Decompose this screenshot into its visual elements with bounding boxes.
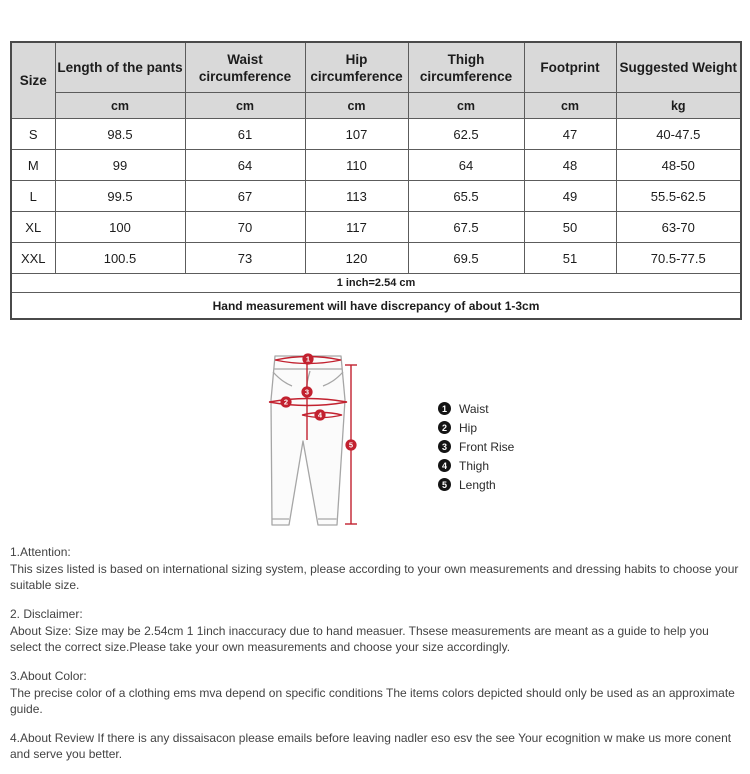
- circled-3-icon: 3: [438, 440, 451, 453]
- num-badge-hip: 2: [284, 398, 288, 407]
- cell: 99.5: [54, 180, 186, 212]
- cell: 64: [407, 149, 525, 181]
- legend-item-waist: 1 Waist: [438, 399, 514, 418]
- cell: 50: [523, 211, 617, 243]
- cell: 100: [54, 211, 186, 243]
- cell: 51: [523, 242, 617, 274]
- note-body: This sizes listed is based on internatio…: [10, 562, 739, 592]
- cell: 98.5: [54, 118, 186, 150]
- note-heading: 3.About Color:: [10, 669, 87, 683]
- legend-item-front-rise: 3 Front Rise: [438, 437, 514, 456]
- cell: 73: [184, 242, 306, 274]
- cell: 61: [184, 118, 306, 150]
- cell: 62.5: [407, 118, 525, 150]
- legend-item-length: 5 Length: [438, 475, 514, 494]
- num-badge-thigh: 4: [318, 411, 323, 420]
- note-body: About Size: Size may be 2.54cm 1 1inch i…: [10, 624, 709, 654]
- legend-label: Thigh: [459, 458, 490, 473]
- note-heading: 2. Disclaimer:: [10, 607, 83, 621]
- cell: 67.5: [407, 211, 525, 243]
- col-header-thigh: Thigh circumference: [407, 41, 525, 93]
- size-label: L: [10, 180, 56, 212]
- unit-length: cm: [54, 92, 186, 119]
- cell: 47: [523, 118, 617, 150]
- cell: 48: [523, 149, 617, 181]
- cell: 49: [523, 180, 617, 212]
- table-row-xl: XL 100 70 117 67.5 50 63-70: [10, 211, 742, 243]
- cell: 100.5: [54, 242, 186, 274]
- cell: 107: [304, 118, 409, 150]
- col-header-footprint: Footprint: [523, 41, 617, 93]
- cell: 110: [304, 149, 409, 181]
- table-row-m: M 99 64 110 64 48 48-50: [10, 149, 742, 181]
- unit-footprint: cm: [523, 92, 617, 119]
- unit-waist: cm: [184, 92, 306, 119]
- col-header-hip: Hip circumference: [304, 41, 409, 93]
- unit-hip: cm: [304, 92, 409, 119]
- size-chart: Size Length of the pants Waist circumfer…: [10, 41, 742, 320]
- legend-item-thigh: 4 Thigh: [438, 456, 514, 475]
- cell: 70: [184, 211, 306, 243]
- num-badge-length: 5: [349, 441, 353, 450]
- unit-thigh: cm: [407, 92, 525, 119]
- note-about-color: 3.About Color: The precise color of a cl…: [10, 668, 743, 717]
- cell: 40-47.5: [615, 118, 742, 150]
- cell: 113: [304, 180, 409, 212]
- note-disclaimer: 2. Disclaimer: About Size: Size may be 2…: [10, 606, 743, 655]
- cell: 70.5-77.5: [615, 242, 742, 274]
- note-body: 4.About Review If there is any dissaisac…: [10, 731, 732, 761]
- cell: 67: [184, 180, 306, 212]
- note-about-review: 4.About Review If there is any dissaisac…: [10, 730, 743, 762]
- cell: 63-70: [615, 211, 742, 243]
- note-attention: 1.Attention: This sizes listed is based …: [10, 544, 743, 593]
- pants-measure-diagram-icon: 1 2 3 4 5: [268, 353, 357, 526]
- legend-label: Waist: [459, 401, 489, 416]
- cell: 99: [54, 149, 186, 181]
- circled-5-icon: 5: [438, 478, 451, 491]
- col-header-waist: Waist circumference: [184, 41, 306, 93]
- cell: 64: [184, 149, 306, 181]
- table-row-s: S 98.5 61 107 62.5 47 40-47.5: [10, 118, 742, 150]
- cell: 65.5: [407, 180, 525, 212]
- circled-2-icon: 2: [438, 421, 451, 434]
- table-row-l: L 99.5 67 113 65.5 49 55.5-62.5: [10, 180, 742, 212]
- col-header-size: Size: [10, 41, 56, 119]
- size-label: M: [10, 149, 56, 181]
- size-label: XXL: [10, 242, 56, 274]
- col-header-length: Length of the pants: [54, 41, 186, 93]
- legend-label: Length: [459, 477, 496, 492]
- cell: 48-50: [615, 149, 742, 181]
- size-label: S: [10, 118, 56, 150]
- size-chart-table: Size Length of the pants Waist circumfer…: [10, 41, 742, 320]
- legend-label: Hip: [459, 420, 478, 435]
- measurement-legend: 1 Waist 2 Hip 3 Front Rise 4 Thigh 5 Len…: [438, 399, 514, 494]
- notes-section: 1.Attention: This sizes listed is based …: [10, 544, 743, 774]
- cell: 55.5-62.5: [615, 180, 742, 212]
- note-heading: 1.Attention:: [10, 545, 71, 559]
- num-badge-front-rise: 3: [305, 388, 309, 397]
- col-header-weight: Suggested Weight: [615, 41, 742, 93]
- cell: 120: [304, 242, 409, 274]
- legend-label: Front Rise: [459, 439, 515, 454]
- footnote-hand: Hand measurement will have discrepancy o…: [10, 292, 742, 320]
- cell: 117: [304, 211, 409, 243]
- size-label: XL: [10, 211, 56, 243]
- note-body: The precise color of a clothing ems mva …: [10, 686, 735, 716]
- legend-item-hip: 2 Hip: [438, 418, 514, 437]
- circled-1-icon: 1: [438, 402, 451, 415]
- unit-weight: kg: [615, 92, 742, 119]
- footnote-inch-row: 1 inch=2.54 cm: [10, 273, 742, 293]
- footnote-inch: 1 inch=2.54 cm: [10, 273, 742, 293]
- footnote-hand-row: Hand measurement will have discrepancy o…: [10, 292, 742, 320]
- table-row-xxl: XXL 100.5 73 120 69.5 51 70.5-77.5: [10, 242, 742, 274]
- cell: 69.5: [407, 242, 525, 274]
- circled-4-icon: 4: [438, 459, 451, 472]
- num-badge-waist: 1: [306, 355, 310, 364]
